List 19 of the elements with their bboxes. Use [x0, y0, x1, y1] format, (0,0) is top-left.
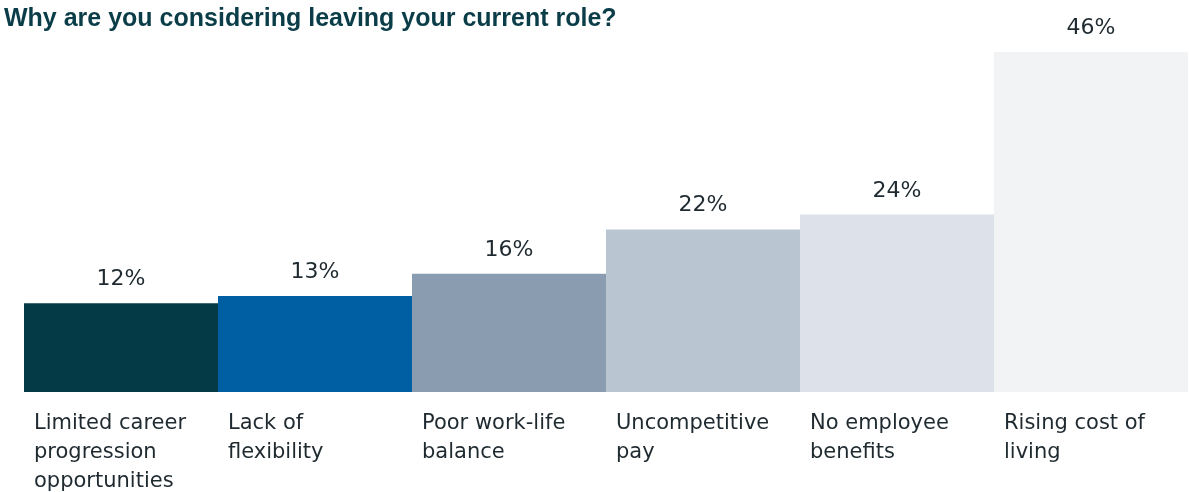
- data-label: 13%: [290, 257, 340, 283]
- bar: [606, 229, 800, 392]
- x-tick-label: Uncompetitive pay: [616, 410, 770, 463]
- data-label: 16%: [484, 235, 534, 261]
- chart-title: Why are you considering leaving your current role?: [4, 3, 617, 32]
- bar: [800, 214, 994, 392]
- data-label: 24%: [872, 176, 922, 202]
- bar: [412, 273, 606, 392]
- bar: [994, 52, 1188, 392]
- x-tick-label: Rising cost of living: [1004, 410, 1146, 463]
- x-tick-label: Lack of flexibility: [228, 410, 324, 463]
- x-tick-label: No employee benefits: [810, 410, 949, 463]
- x-tick-label: Poor work-life balance: [422, 410, 566, 463]
- data-label: 22%: [678, 191, 728, 217]
- bar: [218, 295, 412, 392]
- data-label: 46%: [1066, 14, 1116, 39]
- data-label: 12%: [96, 265, 146, 291]
- bar: [24, 303, 218, 392]
- x-tick-label: Limited career progression opportunities: [34, 410, 187, 492]
